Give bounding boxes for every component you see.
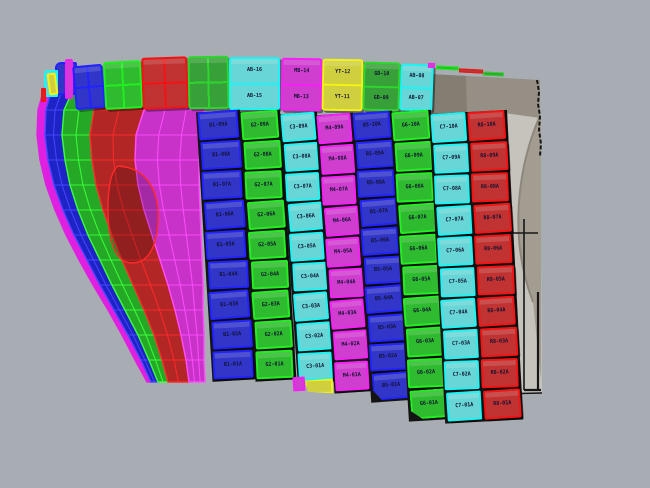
bow-band-magenta-seam-line (156, 87, 196, 383)
stern-edge-jagged (536, 79, 543, 157)
bow-band-red-seam-line (112, 87, 180, 383)
sheer-plate-labeled[interactable]: AB-16 AB-15 (229, 57, 280, 110)
plate-row: AB-15 (231, 82, 278, 109)
plate-row-group: AB-16 AB-15 (231, 59, 278, 108)
propeller-aperture-curve (517, 117, 540, 303)
stern-top-face-shadow (430, 74, 467, 114)
plate-label: AB-15 (246, 92, 263, 99)
tip-plate-magenta[interactable] (65, 59, 73, 99)
plate-row: AB-16 (231, 59, 278, 83)
keel-tab-magenta[interactable] (292, 376, 306, 392)
bow-band-green-seam-line (75, 87, 164, 383)
plate-label: AB-16 (246, 66, 263, 74)
bow-band-blue-seam-line (52, 87, 156, 383)
keel-wedge-yellow[interactable] (305, 379, 334, 395)
propeller-aperture-surface[interactable] (518, 118, 541, 380)
bow-band-red-shaded-region (107, 165, 159, 264)
tip-plate-red[interactable] (41, 88, 46, 102)
bow-band-magenta-seam-line (179, 87, 201, 383)
